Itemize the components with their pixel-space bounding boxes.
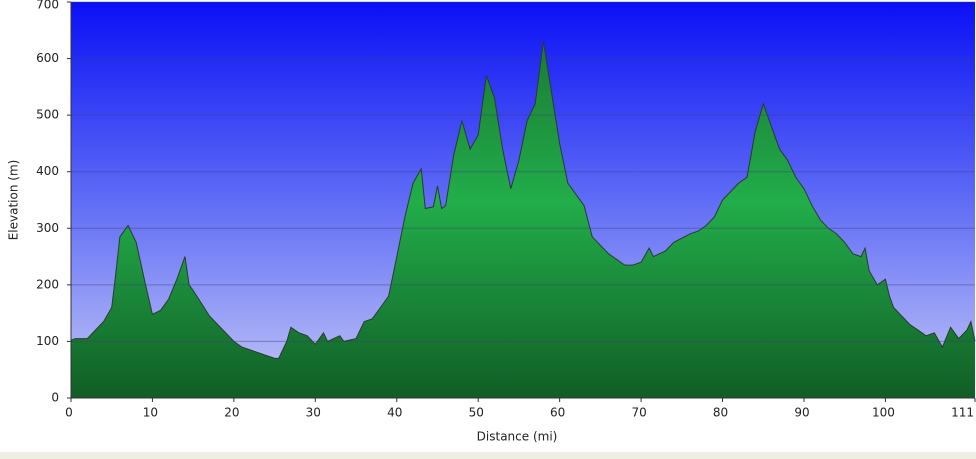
elevation-area: [71, 41, 975, 398]
x-tick-label: 40: [387, 406, 402, 420]
x-tick-label: 0: [65, 406, 73, 420]
x-tick-label: 80: [713, 406, 728, 420]
x-tick-label: 70: [631, 406, 646, 420]
y-axis-label: Elevation (m): [7, 160, 21, 241]
y-tick-label: 400: [36, 164, 59, 178]
elevation-line: [70, 41, 976, 359]
y-tick-label: 500: [36, 108, 59, 122]
x-tick-label: 30: [306, 406, 321, 420]
y-tick-label: 700: [36, 0, 59, 12]
x-axis-label: Distance (mi): [477, 430, 558, 444]
y-tick-label: 0: [51, 391, 59, 405]
x-tick-label: 111: [951, 406, 974, 420]
y-tick-label: 200: [36, 277, 59, 291]
x-tick-label: 50: [469, 406, 484, 420]
y-tick-label: 100: [36, 334, 59, 348]
x-tick-label: 100: [872, 406, 895, 420]
y-tick-label: 300: [36, 221, 59, 235]
x-tick-label: 90: [794, 406, 809, 420]
x-tick-label: 20: [224, 406, 239, 420]
y-tick-label: 600: [36, 51, 59, 65]
x-tick-label: 10: [143, 406, 158, 420]
x-tick-label: 60: [550, 406, 565, 420]
